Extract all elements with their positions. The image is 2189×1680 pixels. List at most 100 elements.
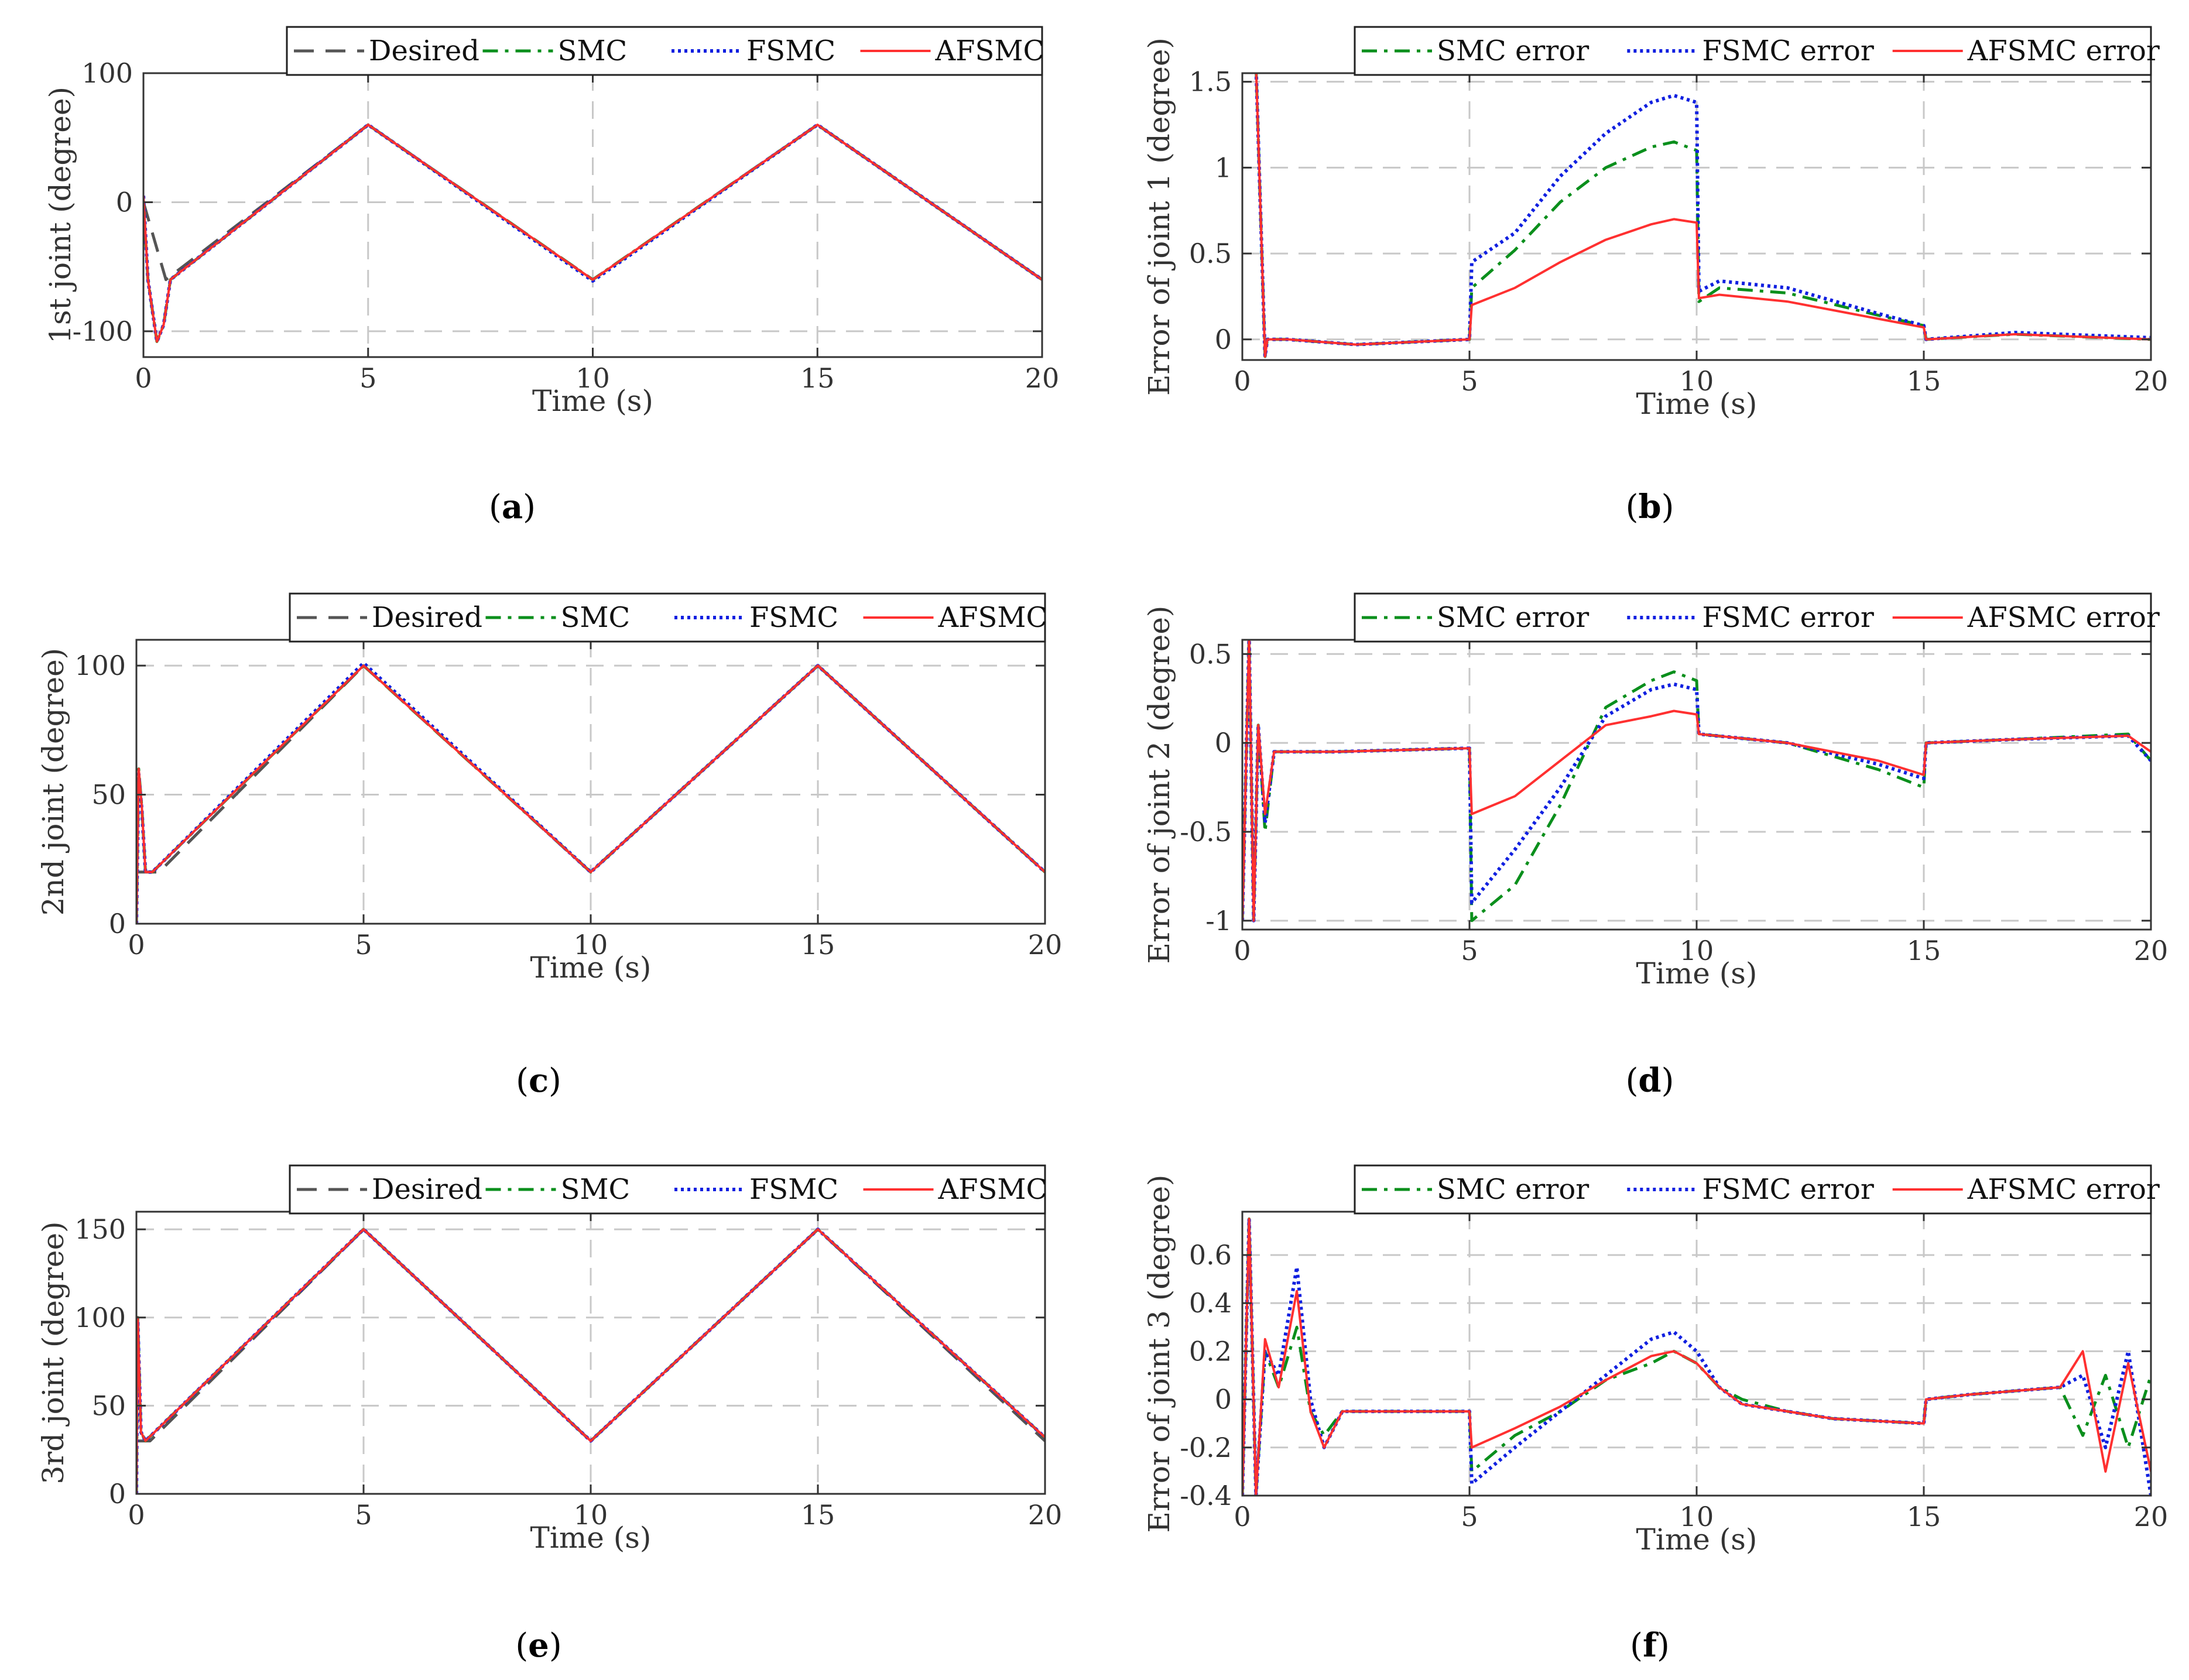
series-line-afsmc-error (1255, 73, 2151, 358)
panel-caption: (d) (1626, 1061, 1674, 1100)
x-tick-label: 5 (355, 929, 372, 961)
y-tick-label: 100 (74, 650, 126, 681)
x-tick-label: 15 (801, 929, 835, 961)
y-tick-label: 0.5 (1189, 638, 1232, 670)
x-axis-label: Time (s) (530, 1521, 652, 1555)
y-tick-label: 1 (1215, 152, 1232, 183)
legend: SMC error FSMC error AFSMC error (1354, 592, 2160, 643)
legend-label: Desired (369, 35, 479, 67)
legend-box (286, 26, 1043, 76)
legend-label: AFSMC error (1967, 35, 2160, 67)
y-tick-label: 0.2 (1189, 1335, 1232, 1367)
x-tick-label: 0 (128, 1499, 145, 1531)
y-tick-label: -100 (73, 316, 133, 347)
x-axis-label: Time (s) (1636, 956, 1758, 990)
legend: Desired SMC FSMC AFSMC (286, 26, 1045, 76)
y-tick-label: 150 (74, 1213, 126, 1245)
legend-label: Desired (372, 601, 482, 634)
chart-panel-e: 0 5 10 15 20 0 50 100 150 Time (s) 3rd joint (degr… (36, 1164, 1063, 1665)
legend-label: FSMC error (1702, 601, 1874, 634)
series-group (136, 1228, 1045, 1494)
series-line-desired (136, 664, 1045, 874)
x-axis-label: Time (s) (530, 951, 652, 985)
legend-label: AFSMC (935, 35, 1045, 67)
legend-label: SMC error (1437, 601, 1589, 634)
x-tick-label: 0 (1234, 1501, 1251, 1532)
y-tick-label: 0 (1215, 727, 1232, 759)
legend-label: SMC error (1437, 1173, 1589, 1206)
x-tick-label: 5 (1461, 935, 1478, 966)
legend-label: SMC (561, 601, 631, 634)
legend-box (1354, 26, 2152, 76)
x-tick-label: 10 (575, 362, 610, 394)
x-tick-label: 20 (2134, 365, 2169, 397)
series-line-afsmc (136, 664, 1045, 924)
panel-caption-letter: f (1643, 1626, 1659, 1665)
y-tick-label: 0 (109, 908, 126, 940)
series-line-afsmc (136, 1228, 1045, 1494)
series-group (1242, 640, 2151, 923)
y-tick-label: 50 (91, 1390, 126, 1421)
y-tick-label: 100 (81, 57, 133, 89)
y-tick-label: -0.4 (1180, 1480, 1232, 1511)
y-tick-label: 0 (1215, 324, 1232, 355)
chart-panel-d: 0 5 10 15 20 -1 -0.5 0 0.5 Time (s) Error of joint… (1142, 592, 2169, 1100)
series-group (1254, 73, 2151, 359)
series-line-afsmc (143, 124, 1042, 343)
x-tick-label: 0 (128, 929, 145, 961)
y-tick-label: 1.5 (1189, 66, 1232, 98)
x-tick-label: 20 (2134, 1501, 2169, 1532)
legend: SMC error FSMC error AFSMC error (1354, 1164, 2160, 1215)
y-axis-label: 3rd joint (degree) (36, 1221, 70, 1484)
legend-label: SMC (558, 35, 628, 67)
legend-box (1354, 592, 2152, 643)
legend: Desired SMC FSMC AFSMC (289, 592, 1048, 643)
chart-panel-c: 0 5 10 15 20 0 50 100 Time (s) 2nd joint (degree)… (36, 592, 1062, 1100)
x-tick-label: 20 (1028, 1499, 1063, 1531)
legend-label: AFSMC (938, 601, 1048, 634)
x-tick-label: 0 (1234, 365, 1251, 397)
panel-caption-letter: d (1638, 1061, 1661, 1100)
panel-caption: (e) (515, 1626, 561, 1665)
panel-caption-letter: c (529, 1061, 549, 1100)
legend-label: FSMC (749, 1173, 838, 1206)
series-group (136, 661, 1045, 924)
legend: Desired SMC FSMC AFSMC (289, 1164, 1048, 1215)
legend-label: SMC (561, 1173, 631, 1206)
series-group (1242, 1217, 2151, 1496)
y-tick-label: 100 (74, 1302, 126, 1333)
chart-panel-b: 0 5 10 15 20 0 0.5 1 1.5 Time (s) Error of joint 1… (1142, 26, 2169, 526)
chart-panel-f: 0 5 10 15 20 -0.4 -0.2 0 0.2 0.4 0.6 Time (s) Error … (1142, 1164, 2169, 1665)
panel-caption: (b) (1626, 488, 1674, 526)
x-tick-label: 10 (574, 929, 608, 961)
series-group (143, 123, 1042, 344)
y-axis-label: Error of joint 1 (degree) (1142, 37, 1176, 396)
legend-label: FSMC error (1702, 35, 1874, 67)
x-tick-label: 10 (1680, 365, 1714, 397)
x-tick-label: 20 (1025, 362, 1060, 394)
x-tick-label: 20 (2134, 935, 2169, 966)
x-tick-label: 10 (1680, 1501, 1714, 1532)
legend: SMC error FSMC error AFSMC error (1354, 26, 2160, 76)
series-line-afsmc-error (1242, 640, 2151, 922)
x-axis-label: Time (s) (1636, 1523, 1758, 1556)
legend-label: FSMC (746, 35, 835, 67)
series-line-afsmc-error (1242, 1218, 2151, 1496)
panel-caption-letter: a (502, 488, 523, 526)
x-axis-label: Time (s) (1636, 387, 1758, 421)
legend-box (1354, 1164, 2152, 1215)
x-tick-label: 10 (574, 1499, 608, 1531)
y-tick-label: 0 (1215, 1384, 1232, 1415)
y-axis-label: 2nd joint (degree) (36, 648, 70, 916)
y-tick-label: -0.2 (1180, 1432, 1232, 1463)
x-tick-label: 15 (1907, 1501, 1941, 1532)
legend-label: AFSMC error (1967, 1173, 2160, 1206)
legend-label: AFSMC error (1967, 601, 2160, 634)
legend-label: FSMC error (1702, 1173, 1874, 1206)
legend-label: AFSMC (938, 1173, 1048, 1206)
y-tick-label: 0.5 (1189, 238, 1232, 269)
x-tick-label: 15 (1907, 935, 1941, 966)
y-tick-label: 0.4 (1189, 1287, 1232, 1319)
